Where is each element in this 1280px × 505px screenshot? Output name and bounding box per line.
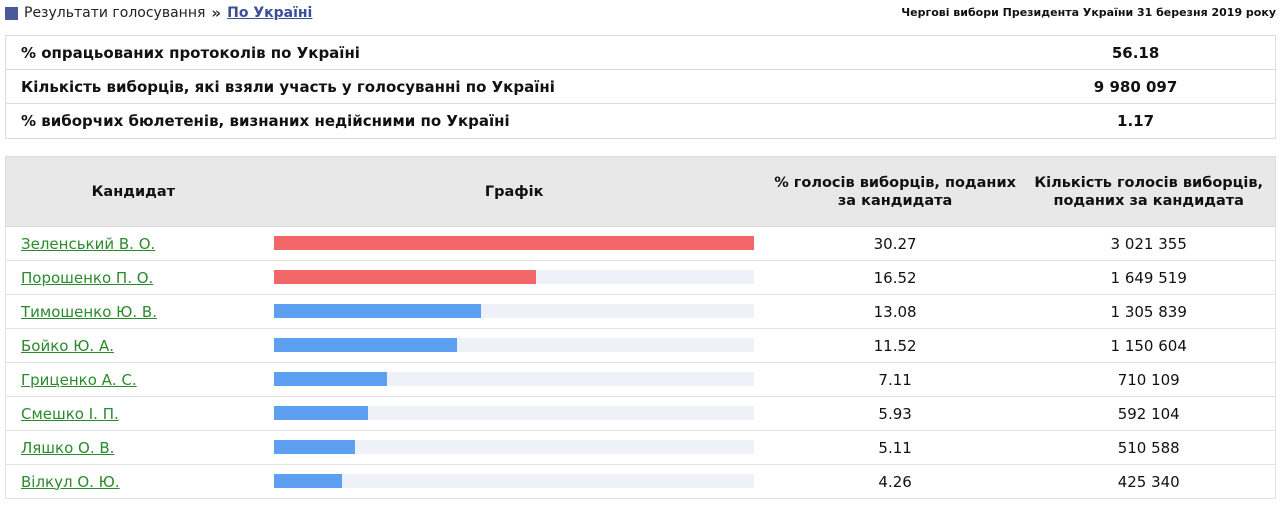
vote-bar-track [273,473,754,488]
results-body: Зеленський В. О. 30.27 3 021 355 Порошенко … [5,227,1276,499]
vote-percent: 7.11 [878,370,912,389]
square-bullet-icon [5,6,18,20]
results-header-row: Кандидат Графік % голосів виборців, пода… [5,156,1276,227]
vote-count: 1 150 604 [1110,336,1187,355]
vote-count: 592 104 [1117,404,1180,423]
summary-table: % опрацьованих протоколів по Україні 56.… [5,35,1276,139]
candidate-link[interactable]: Смешко І. П. [21,404,119,423]
table-row: Вілкул О. Ю. 4.26 425 340 [5,465,1276,499]
top-bar: Результати голосування » По Україні Черг… [0,0,1280,26]
header-percent[interactable]: % голосів виборців, поданих за кандидата [774,174,1016,209]
breadcrumb-separator: » [211,4,222,22]
vote-count: 710 109 [1117,370,1180,389]
summary-value: 56.18 [1111,43,1160,62]
vote-bar-cell [261,261,768,295]
vote-percent: 5.11 [878,438,912,457]
vote-bar [273,269,536,284]
candidate-link[interactable]: Зеленський В. О. [21,234,156,253]
vote-bar [273,439,355,454]
candidate-link[interactable]: Тимошенко Ю. В. [21,302,157,321]
table-row: Гриценко А. С. 7.11 710 109 [5,363,1276,397]
table-row: Порошенко П. О. 16.52 1 649 519 [5,261,1276,295]
vote-bar-track [273,405,754,420]
summary-label: % виборчих бюлетенів, визнаних недійсним… [21,112,510,130]
summary-row: Кількість виборців, які взяли участь у г… [6,70,1275,104]
vote-bar-track [273,303,754,318]
vote-bar [273,303,481,318]
breadcrumb-current-link[interactable]: По Україні [227,5,313,21]
vote-bar-track [273,371,754,386]
table-row: Смешко І. П. 5.93 592 104 [5,397,1276,431]
results-table: Кандидат Графік % голосів виборців, пода… [5,156,1276,499]
vote-bar-cell [261,329,768,363]
vote-count: 3 021 355 [1110,234,1187,253]
candidate-link[interactable]: Ляшко О. В. [21,438,115,457]
vote-percent: 16.52 [873,268,917,287]
candidate-link[interactable]: Бойко Ю. А. [21,336,114,355]
vote-bar-cell [261,227,768,261]
vote-count: 510 588 [1117,438,1180,457]
vote-percent: 13.08 [873,302,917,321]
vote-percent: 11.52 [873,336,917,355]
breadcrumb: Результати голосування » По Україні [5,3,312,23]
breadcrumb-root[interactable]: Результати голосування [24,5,206,21]
header-count[interactable]: Кількість голосів виборців, поданих за к… [1034,174,1264,209]
summary-row: % виборчих бюлетенів, визнаних недійсним… [6,104,1275,138]
vote-bar-track [273,269,754,284]
vote-bar-cell [261,465,768,499]
vote-bar-track [273,235,754,250]
vote-bar [273,371,387,386]
summary-label: % опрацьованих протоколів по Україні [21,43,360,62]
summary-label: Кількість виборців, які взяли участь у г… [21,77,555,96]
summary-value: 9 980 097 [1093,77,1178,96]
table-row: Ляшко О. В. 5.11 510 588 [5,431,1276,465]
vote-percent: 30.27 [873,234,917,253]
vote-percent: 4.26 [878,472,912,491]
vote-bar-track [273,439,754,454]
vote-bar-track [273,337,754,352]
vote-bar [273,337,457,352]
summary-row: % опрацьованих протоколів по Україні 56.… [6,36,1275,70]
vote-bar-cell [261,295,768,329]
vote-bar [273,235,754,250]
header-candidate[interactable]: Кандидат [91,183,176,200]
election-title: Чергові вибори Президента України 31 бер… [901,6,1276,19]
vote-percent: 5.93 [878,404,912,423]
vote-bar-cell [261,363,768,397]
vote-count: 1 305 839 [1110,302,1187,321]
vote-bar-cell [261,431,768,465]
vote-bar [273,405,368,420]
summary-value: 1.17 [1117,112,1155,130]
vote-bar [273,473,342,488]
table-row: Тимошенко Ю. В. 13.08 1 305 839 [5,295,1276,329]
vote-count: 425 340 [1117,472,1180,491]
table-row: Бойко Ю. А. 11.52 1 150 604 [5,329,1276,363]
table-row: Зеленський В. О. 30.27 3 021 355 [5,227,1276,261]
header-graph: Графік [484,183,544,200]
candidate-link[interactable]: Гриценко А. С. [21,370,137,389]
vote-count: 1 649 519 [1110,268,1187,287]
candidate-link[interactable]: Вілкул О. Ю. [21,472,120,491]
candidate-link[interactable]: Порошенко П. О. [21,268,154,287]
vote-bar-cell [261,397,768,431]
